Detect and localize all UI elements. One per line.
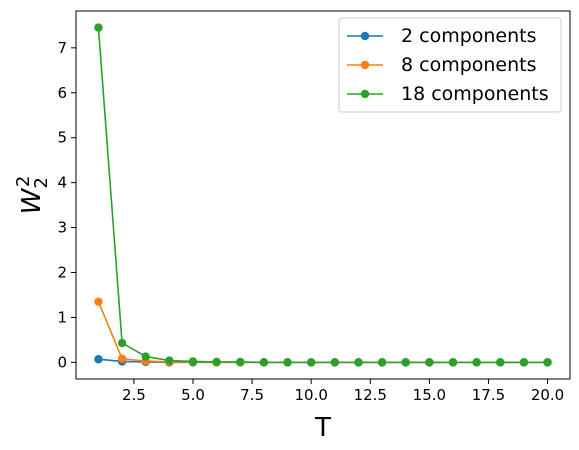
data-point <box>212 357 221 367</box>
legend-label: 18 components <box>401 83 549 105</box>
axes-frame <box>75 10 571 380</box>
legend-box <box>338 17 562 113</box>
y-tick-label: 5 <box>57 129 67 147</box>
data-point <box>401 358 410 367</box>
data-point <box>448 358 458 367</box>
x-tick-label: 2.5 <box>122 386 146 404</box>
y-axis-label: W22 <box>13 176 52 215</box>
x-tick-label: 20.0 <box>531 386 564 404</box>
x-tick-label: 7.5 <box>240 386 264 404</box>
y-tick-label: 0 <box>57 353 67 371</box>
y-tick-label: 7 <box>57 39 67 57</box>
y-axis-label-superscript: 2 <box>13 176 34 187</box>
data-point <box>236 357 245 367</box>
legend-marker <box>360 60 370 70</box>
y-axis-label-subscript: 2 <box>31 177 52 188</box>
data-point <box>543 358 552 367</box>
data-point <box>306 358 316 367</box>
x-tick-label: 17.5 <box>472 386 505 404</box>
legend-marker <box>360 89 370 99</box>
y-tick-label: 6 <box>57 84 67 102</box>
y-axis: 0 1 2 3 4 5 6 7 <box>57 39 76 371</box>
y-tick-label: 1 <box>57 308 67 326</box>
data-point <box>425 358 434 367</box>
data-point <box>330 358 340 367</box>
x-axis-label: T <box>314 413 331 443</box>
data-point <box>354 358 363 367</box>
x-tick-label: 12.5 <box>354 386 387 404</box>
data-point <box>283 358 292 367</box>
data-point <box>117 354 127 363</box>
legend-label: 2 components <box>401 25 537 47</box>
data-point <box>188 357 198 366</box>
x-axis: 2.5 5.0 7.5 10.0 12.5 15.0 17.5 20.0 <box>122 379 564 404</box>
legend: 2 components 8 components 18 components <box>338 17 562 113</box>
x-tick-label: 5.0 <box>181 386 205 404</box>
y-axis-label-base: W <box>17 187 47 214</box>
data-point <box>496 358 505 367</box>
y-tick-label: 4 <box>57 174 67 192</box>
data-point <box>94 297 103 306</box>
svg-text:W22: W22 <box>13 176 52 215</box>
data-point <box>94 23 103 32</box>
data-point <box>519 358 529 367</box>
y-tick-label: 2 <box>57 264 67 282</box>
data-point <box>94 355 103 364</box>
data-point <box>259 358 269 367</box>
x-tick-label: 10.0 <box>294 386 327 404</box>
data-point <box>165 356 174 365</box>
data-point <box>377 358 387 367</box>
data-point <box>141 352 150 361</box>
legend-marker <box>360 31 370 41</box>
legend-label: 8 components <box>401 54 537 76</box>
data-point <box>117 338 127 348</box>
plot-marks <box>94 23 552 367</box>
data-point <box>472 358 481 367</box>
y-tick-label: 3 <box>57 219 67 237</box>
x-tick-label: 15.0 <box>413 386 446 404</box>
